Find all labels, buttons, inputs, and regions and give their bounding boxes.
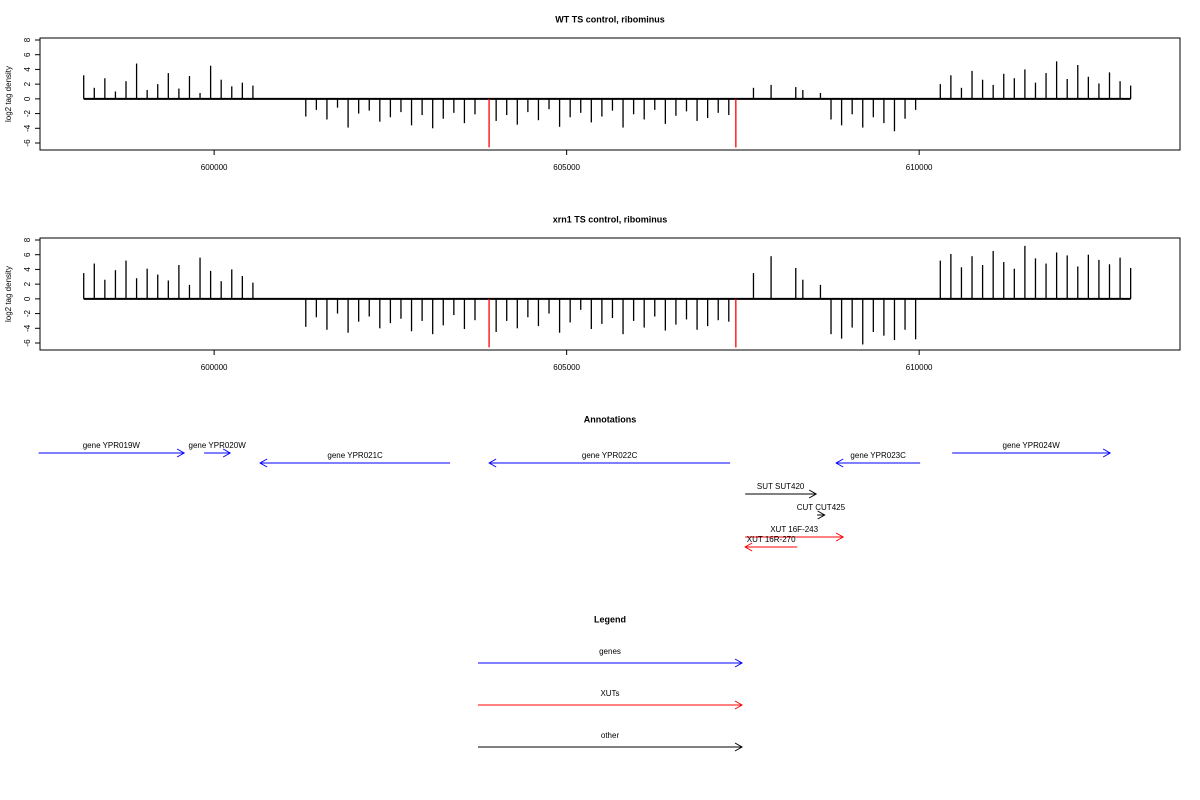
- annotation-label: XUT 16F-243: [770, 525, 818, 534]
- y-tick-label: 4: [23, 67, 32, 72]
- y-tick-label: 2: [23, 281, 32, 286]
- annotation-label: gene YPR021C: [327, 451, 383, 460]
- x-tick-label: 600000: [201, 163, 228, 172]
- legend-label: other: [601, 731, 620, 740]
- arrow-head: [817, 510, 826, 520]
- y-tick-label: 2: [23, 81, 32, 86]
- arrow-head: [734, 658, 744, 668]
- annotation-label: gene YPR022C: [582, 451, 638, 460]
- arrow-head: [734, 700, 744, 710]
- y-tick-label: 8: [23, 237, 32, 242]
- x-tick-label: 605000: [553, 163, 580, 172]
- y-tick-label: 0: [23, 296, 32, 301]
- legend-title: Legend: [594, 614, 626, 624]
- plot-frame: [39, 237, 1181, 351]
- annotation-label: CUT CUT425: [797, 503, 846, 512]
- annotation-label: SUT SUT420: [757, 482, 805, 491]
- y-axis-label: log2 tag density: [4, 66, 13, 122]
- annotation-label: XUT 16R-270: [747, 535, 796, 544]
- arrow-head: [835, 458, 844, 468]
- arrow-head: [808, 489, 818, 499]
- chart-title: WT TS control, ribominus: [555, 14, 665, 24]
- legend-label: genes: [599, 647, 621, 656]
- annotation-label: gene YPR020W: [189, 441, 247, 450]
- annotation-label: gene YPR019W: [83, 441, 141, 450]
- arrow-head: [176, 448, 186, 458]
- arrow-head: [734, 742, 744, 752]
- y-tick-label: -2: [23, 309, 32, 317]
- y-tick-label: -4: [23, 324, 32, 332]
- arrow-head: [488, 458, 497, 468]
- arrow-head: [744, 542, 753, 552]
- y-tick-label: 6: [23, 252, 32, 257]
- annotations-title: Annotations: [584, 414, 637, 424]
- x-tick-label: 605000: [553, 363, 580, 372]
- plot-frame: [39, 37, 1181, 151]
- x-tick-label: 610000: [906, 163, 933, 172]
- arrow-head: [1102, 448, 1112, 458]
- annotation-label: gene YPR023C: [850, 451, 906, 460]
- x-tick-label: 610000: [906, 363, 933, 372]
- chart-title: xrn1 TS control, ribominus: [553, 214, 668, 224]
- y-tick-label: 6: [23, 52, 32, 57]
- y-tick-label: 0: [23, 96, 32, 101]
- y-tick-label: -6: [23, 339, 32, 347]
- y-tick-label: -2: [23, 109, 32, 117]
- y-tick-label: 8: [23, 37, 32, 42]
- y-tick-label: -6: [23, 139, 32, 147]
- arrow-head: [222, 448, 232, 458]
- x-tick-label: 600000: [201, 363, 228, 372]
- annotation-label: gene YPR024W: [1003, 441, 1061, 450]
- arrow-head: [835, 532, 845, 542]
- y-axis-label: log2 tag density: [4, 266, 13, 322]
- arrow-head: [259, 458, 268, 468]
- y-tick-label: 4: [23, 267, 32, 272]
- legend-label: XUTs: [600, 689, 619, 698]
- y-tick-label: -4: [23, 124, 32, 132]
